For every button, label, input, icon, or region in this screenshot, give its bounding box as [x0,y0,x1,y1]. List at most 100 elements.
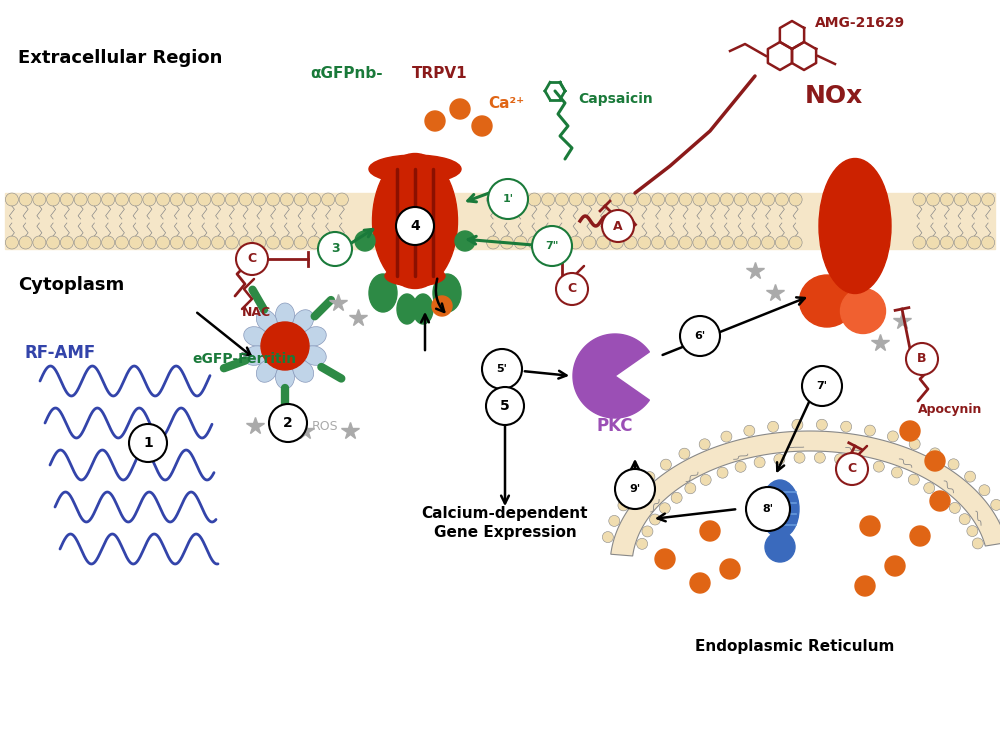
Text: Capsaicin: Capsaicin [578,92,653,106]
Ellipse shape [293,310,314,332]
Text: 3: 3 [331,243,339,256]
Circle shape [720,236,733,249]
Circle shape [637,538,648,549]
Circle shape [908,474,919,485]
Circle shape [157,193,170,206]
Text: 1': 1' [503,194,514,204]
Circle shape [184,236,197,249]
Circle shape [860,516,880,536]
Circle shape [569,193,582,206]
Circle shape [487,193,500,206]
Circle shape [762,236,775,249]
Ellipse shape [765,532,795,562]
Circle shape [514,236,527,249]
Circle shape [734,193,747,206]
Ellipse shape [800,275,855,327]
Circle shape [717,467,728,478]
Circle shape [542,236,555,249]
Circle shape [239,236,252,249]
Circle shape [814,452,825,463]
Circle shape [940,236,953,249]
Circle shape [638,193,651,206]
Circle shape [685,482,696,493]
Circle shape [644,471,655,482]
Circle shape [891,467,902,478]
Circle shape [556,273,588,305]
Text: TRPV1: TRPV1 [412,66,468,80]
Circle shape [212,236,225,249]
Circle shape [33,236,46,249]
Circle shape [514,193,527,206]
Circle shape [630,485,641,496]
Circle shape [854,457,865,468]
Circle shape [982,193,995,206]
Circle shape [925,451,945,471]
Circle shape [425,111,445,131]
Circle shape [665,193,678,206]
Circle shape [602,531,613,542]
Circle shape [102,236,115,249]
Circle shape [746,487,790,531]
Circle shape [88,193,101,206]
Circle shape [665,236,678,249]
Ellipse shape [303,327,326,346]
Circle shape [618,500,629,511]
Text: RF-AMF: RF-AMF [25,344,96,362]
Circle shape [642,526,653,537]
Circle shape [638,236,651,249]
Text: 5: 5 [500,399,510,413]
Circle shape [500,236,513,249]
Circle shape [873,461,884,472]
Circle shape [940,193,953,206]
Circle shape [909,439,920,450]
Circle shape [569,236,582,249]
Text: Apocynin: Apocynin [918,403,982,415]
Circle shape [775,193,788,206]
Circle shape [60,193,73,206]
Circle shape [602,210,634,242]
Circle shape [47,236,60,249]
Circle shape [954,193,967,206]
Text: 7": 7" [545,241,559,251]
Text: Extracellular Region: Extracellular Region [18,49,222,67]
Circle shape [864,425,875,436]
Circle shape [968,193,981,206]
Circle shape [308,193,321,206]
Circle shape [768,421,779,432]
Circle shape [707,193,720,206]
Circle shape [5,236,18,249]
Circle shape [184,193,197,206]
Text: Cytoplasm: Cytoplasm [18,276,124,294]
Circle shape [679,193,692,206]
Circle shape [555,236,568,249]
Circle shape [700,474,711,485]
Circle shape [610,193,623,206]
Circle shape [528,236,541,249]
Ellipse shape [369,274,397,312]
Circle shape [624,193,637,206]
Circle shape [450,99,470,119]
Circle shape [679,448,690,459]
Circle shape [583,193,596,206]
Polygon shape [573,334,649,418]
Circle shape [198,193,211,206]
Circle shape [308,236,321,249]
Circle shape [143,193,156,206]
Circle shape [734,236,747,249]
Circle shape [115,236,128,249]
Circle shape [693,193,706,206]
Circle shape [335,193,348,206]
Ellipse shape [244,346,267,366]
Circle shape [322,193,335,206]
Text: Endoplasmic Reticulum: Endoplasmic Reticulum [695,638,895,654]
Circle shape [555,193,568,206]
Circle shape [707,236,720,249]
Circle shape [930,491,950,511]
Ellipse shape [256,310,277,332]
Circle shape [748,236,761,249]
Circle shape [982,236,995,249]
Circle shape [129,193,142,206]
Text: 4: 4 [410,219,420,233]
Circle shape [542,193,555,206]
Circle shape [236,243,268,275]
